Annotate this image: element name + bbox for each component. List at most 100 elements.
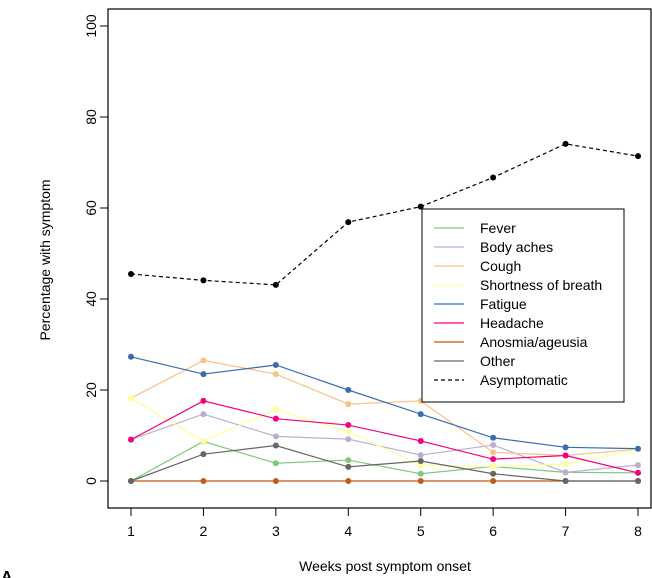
point-shortness-of-breath-2 (200, 437, 207, 444)
series-other (128, 442, 641, 484)
point-other-4 (345, 463, 352, 470)
legend: Fever Body aches Cough Shortness of breath F… (421, 208, 625, 403)
point-fatigue-8 (635, 445, 641, 452)
x-tick-label-6: 6 (489, 523, 497, 539)
x-axis: 1 2 3 4 5 6 7 8 (127, 507, 642, 539)
point-asymptomatic-6 (490, 174, 497, 181)
y-axis-label: Percentage with symptom (37, 179, 53, 340)
point-shortness-of-breath-1 (128, 395, 134, 402)
point-fatigue-3 (272, 361, 279, 368)
point-cough-4 (345, 401, 352, 408)
legend-label-asymptomatic: Asymptomatic (480, 372, 568, 388)
series-asymptomatic (128, 140, 641, 288)
point-fatigue-6 (490, 434, 497, 441)
legend-label-other: Other (480, 353, 515, 369)
y-axis: 0 20 40 60 80 100 (83, 14, 109, 485)
legend-label-fatigue: Fatigue (480, 296, 527, 312)
series-line-shortness-of-breath (130, 397, 639, 468)
point-anosmia-ageusia-3 (272, 478, 279, 484)
point-other-6 (490, 470, 497, 477)
point-other-1 (128, 478, 134, 484)
series-line-body-aches (130, 413, 639, 473)
y-tick-label-60: 60 (83, 200, 99, 216)
legend-label-cough: Cough (480, 258, 521, 274)
point-other-7 (562, 478, 569, 484)
y-tick-label-100: 100 (83, 14, 99, 38)
series-layer (128, 140, 641, 484)
panel-label: A (1, 569, 13, 578)
point-body-aches-5 (417, 452, 424, 459)
point-fever-5 (417, 470, 424, 477)
x-tick-label-2: 2 (200, 523, 208, 539)
point-anosmia-ageusia-5 (417, 478, 424, 484)
legend-label-headache: Headache (480, 315, 544, 331)
point-shortness-of-breath-7 (562, 461, 569, 468)
point-asymptomatic-4 (345, 219, 352, 226)
point-headache-3 (272, 415, 279, 422)
point-headache-5 (417, 437, 424, 444)
point-asymptomatic-5 (417, 203, 424, 210)
series-fatigue (128, 353, 641, 452)
point-cough-2 (200, 357, 207, 364)
legend-box (421, 208, 625, 403)
x-axis-label: Weeks post symptom onset (299, 558, 471, 574)
point-headache-8 (635, 469, 641, 476)
point-anosmia-ageusia-4 (345, 478, 352, 484)
point-fever-3 (272, 460, 279, 467)
legend-label-fever: Fever (480, 220, 516, 236)
point-asymptomatic-8 (635, 153, 641, 160)
series-shortness-of-breath (128, 395, 641, 470)
point-fatigue-5 (417, 411, 424, 418)
series-line-fatigue (130, 356, 639, 450)
series-headache (128, 397, 641, 476)
x-tick-label-5: 5 (417, 523, 425, 539)
x-tick-label-3: 3 (272, 523, 280, 539)
point-anosmia-ageusia-2 (200, 478, 207, 484)
point-fatigue-7 (562, 444, 569, 451)
x-tick-label-7: 7 (562, 523, 570, 539)
point-fever-4 (345, 457, 352, 464)
series-line-other (130, 444, 638, 482)
point-asymptomatic-1 (128, 270, 134, 277)
point-fatigue-2 (200, 371, 207, 378)
point-body-aches-6 (490, 442, 497, 449)
y-tick-label-0: 0 (83, 477, 99, 485)
point-body-aches-4 (345, 436, 352, 443)
series-line-asymptomatic (130, 143, 639, 286)
legend-label-body-aches: Body aches (480, 239, 553, 255)
point-headache-4 (345, 422, 352, 429)
series-line-headache (130, 400, 639, 474)
point-other-3 (272, 442, 279, 449)
point-cough-3 (272, 371, 279, 378)
point-shortness-of-breath-6 (490, 463, 497, 470)
point-body-aches-2 (200, 411, 207, 418)
point-shortness-of-breath-4 (345, 428, 352, 435)
point-other-8 (635, 478, 641, 484)
point-headache-1 (128, 436, 134, 443)
point-fatigue-4 (345, 387, 352, 393)
y-tick-label-80: 80 (83, 109, 99, 125)
point-other-2 (200, 451, 207, 458)
series-line-fever (130, 440, 639, 482)
point-body-aches-7 (562, 469, 569, 476)
point-body-aches-8 (635, 462, 641, 469)
x-tick-label-8: 8 (634, 523, 642, 539)
point-headache-7 (562, 452, 569, 459)
y-tick-label-20: 20 (83, 382, 99, 398)
point-headache-2 (200, 397, 207, 404)
legend-label-shortness-of-breath: Shortness of breath (480, 277, 602, 293)
point-cough-6 (490, 449, 497, 456)
point-anosmia-ageusia-6 (490, 478, 497, 484)
point-shortness-of-breath-3 (272, 406, 279, 413)
x-tick-label-1: 1 (127, 523, 135, 539)
point-asymptomatic-2 (200, 277, 207, 284)
point-body-aches-3 (272, 433, 279, 440)
point-other-5 (417, 457, 424, 464)
point-asymptomatic-3 (272, 281, 279, 288)
legend-label-anosmia-ageusia: Anosmia/ageusia (480, 334, 588, 350)
point-fatigue-1 (128, 353, 134, 360)
point-asymptomatic-7 (562, 140, 569, 147)
x-tick-label-4: 4 (344, 523, 352, 539)
y-tick-label-40: 40 (83, 291, 99, 307)
